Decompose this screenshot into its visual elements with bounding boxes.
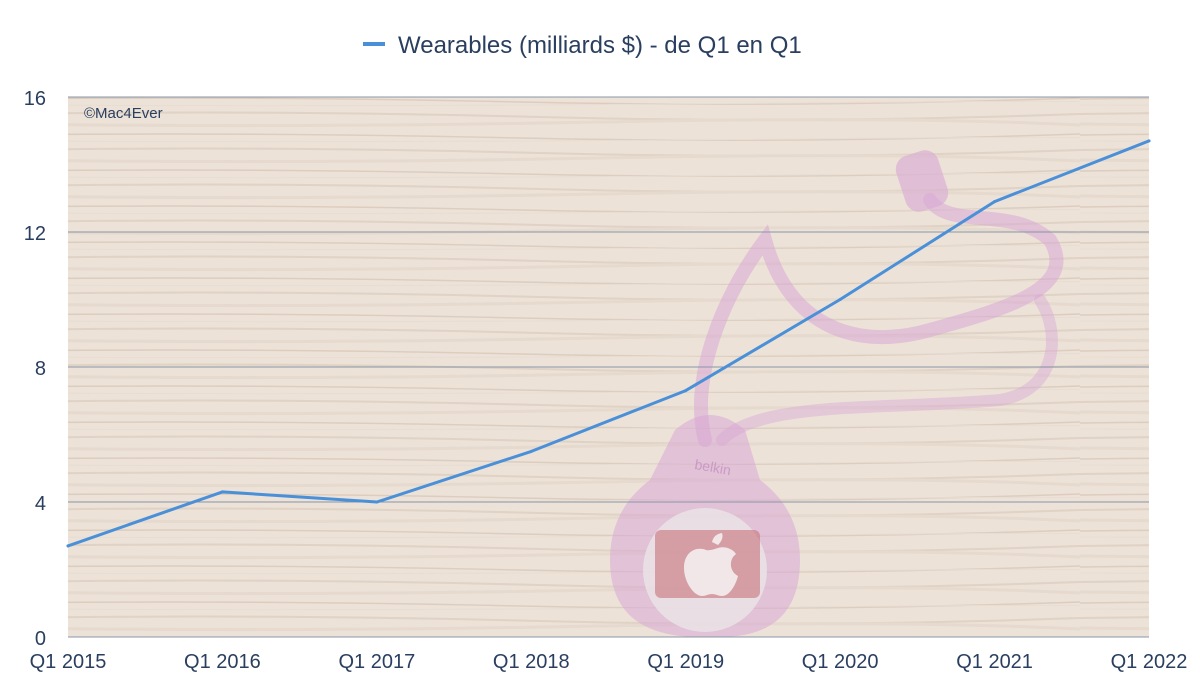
data-point bbox=[993, 200, 997, 204]
data-point bbox=[838, 298, 842, 301]
x-tick-label: Q1 2018 bbox=[493, 651, 570, 673]
x-tick-label: Q1 2016 bbox=[184, 651, 261, 673]
y-tick-label: 4 bbox=[35, 493, 46, 515]
data-point bbox=[1147, 139, 1151, 143]
y-tick-label: 0 bbox=[35, 628, 46, 650]
series-line bbox=[66, 139, 1151, 548]
x-tick-label: Q1 2019 bbox=[647, 651, 724, 673]
keyring-strap-tail bbox=[716, 294, 1058, 446]
keyring-clip bbox=[895, 150, 949, 212]
data-point bbox=[375, 500, 379, 504]
watermark: ©Mac4Ever bbox=[84, 105, 163, 122]
data-point bbox=[220, 490, 224, 494]
apple-logo-icon bbox=[684, 533, 738, 596]
x-tick-label: Q1 2022 bbox=[1111, 651, 1188, 673]
legend-label: Wearables (milliards $) - de Q1 en Q1 bbox=[398, 32, 802, 59]
series-layer bbox=[66, 139, 1151, 548]
photo-brand-text: belkin bbox=[693, 456, 732, 478]
x-axis: Q1 2015 Q1 2016 Q1 2017 Q1 2018 Q1 2019 Q1 20… bbox=[30, 651, 1188, 673]
x-tick-label: Q1 2017 bbox=[338, 651, 415, 673]
y-tick-label: 8 bbox=[35, 358, 46, 380]
legend: Wearables (milliards $) - de Q1 en Q1 bbox=[363, 32, 802, 59]
grid bbox=[68, 96, 1149, 638]
y-tick-label: 16 bbox=[24, 88, 46, 110]
x-tick-label: Q1 2020 bbox=[802, 651, 879, 673]
x-tick-label: Q1 2021 bbox=[956, 651, 1033, 673]
y-tick-label: 12 bbox=[24, 223, 46, 245]
x-tick-label: Q1 2015 bbox=[30, 651, 107, 673]
data-point bbox=[66, 544, 70, 548]
keyring-strap bbox=[694, 193, 1064, 447]
data-point bbox=[684, 389, 688, 393]
y-axis: 0 4 8 12 16 bbox=[24, 88, 46, 650]
data-point bbox=[529, 449, 533, 453]
